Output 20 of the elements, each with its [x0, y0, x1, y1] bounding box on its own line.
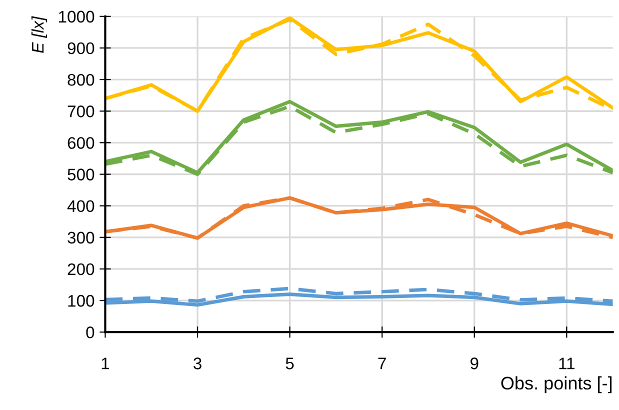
y-tick-label: 300 [68, 232, 94, 244]
y-tick-label: 900 [68, 42, 94, 54]
x-tick-label: 7 [378, 358, 386, 370]
x-tick-label: 11 [559, 358, 575, 370]
y-tick-label: 500 [68, 168, 94, 180]
y-tick-label: 400 [67, 200, 94, 212]
y-tick-label: 800 [68, 74, 94, 86]
x-axis-title: Obs. points [-] [501, 376, 612, 394]
y-tick-label: 600 [68, 137, 94, 149]
x-tick-label: 1 [102, 358, 110, 370]
y-tick-label: 0 [86, 326, 94, 338]
x-tick-label: 3 [194, 358, 202, 370]
y-axis-title: E [lx] [31, 16, 48, 53]
line-series [105, 286, 613, 303]
x-tick-label: 5 [286, 358, 294, 370]
y-tick-label: 100 [68, 294, 94, 307]
y-tick-label: 700 [68, 106, 94, 118]
y-tick-label: 200 [68, 263, 94, 276]
x-tick-label: 9 [470, 358, 478, 370]
y-tick-label: 1000 [59, 10, 94, 23]
